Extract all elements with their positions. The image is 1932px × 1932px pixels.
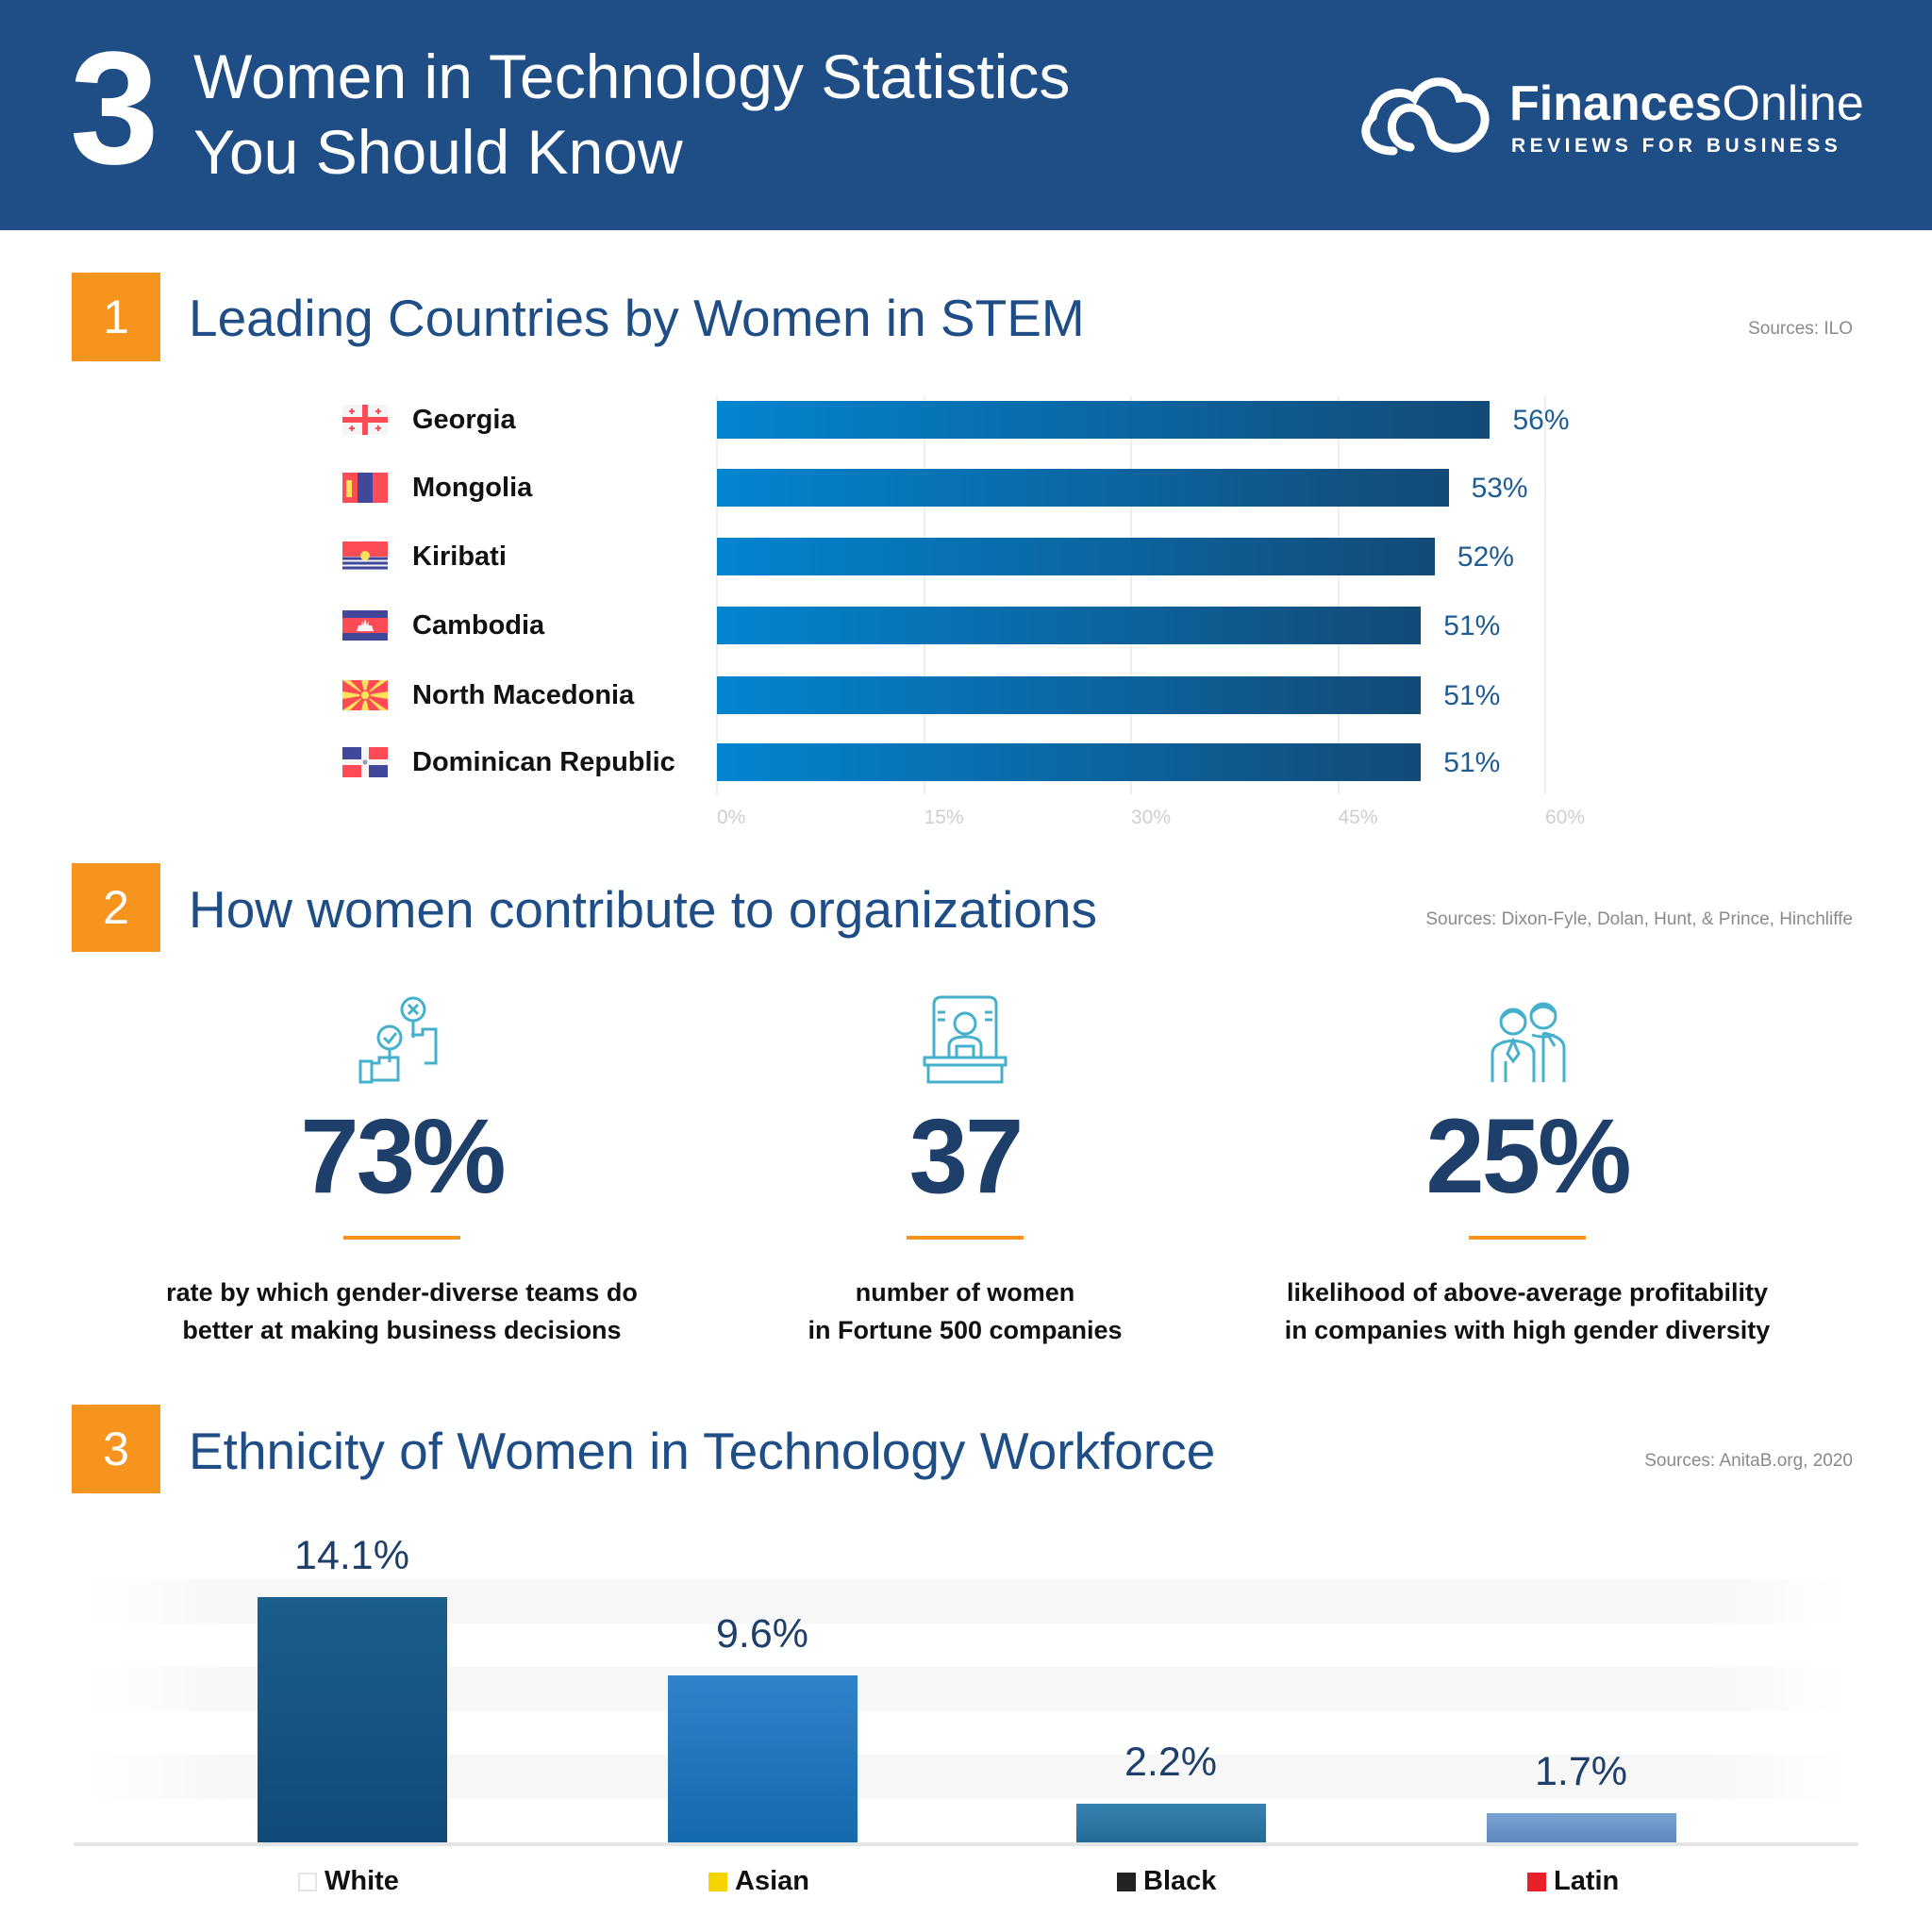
header-banner [0, 0, 1932, 230]
dominican-republic-flag-icon [342, 747, 388, 777]
legend-label: Black [1143, 1866, 1217, 1896]
x-tick-label: 15% [924, 807, 964, 828]
stat-divider [907, 1236, 1024, 1240]
logo-wordmark: FinancesOnline [1509, 76, 1864, 131]
gridline [1544, 396, 1546, 794]
legend-item: Asian [708, 1866, 809, 1897]
section3-title: Ethnicity of Women in Technology Workfor… [189, 1422, 1216, 1480]
value-label: 51% [1443, 747, 1501, 778]
section1-badge: 1 [72, 273, 160, 361]
bar [717, 401, 1491, 439]
cloud-logo-icon [1361, 77, 1490, 156]
gridline [716, 396, 718, 794]
bar-row: Georgia 56% [0, 399, 1932, 441]
stat-description-line1: likelihood of above-average profitabilit… [1286, 1278, 1769, 1307]
value-label: 1.7% [1534, 1748, 1627, 1794]
country-label: North Macedonia [412, 680, 635, 710]
x-tick-label: 30% [1131, 807, 1172, 828]
woman-at-podium-icon [923, 995, 1008, 1084]
value-label: 14.1% [294, 1533, 409, 1578]
bar-row: Kiribati 52% [0, 536, 1932, 577]
bar [668, 1674, 858, 1842]
kiribati-flag-icon [342, 541, 388, 572]
bar-row: Mongolia 53% [0, 467, 1932, 508]
header-title-line1: Women in Technology Statistics [193, 42, 1071, 111]
stat-description-line2: in companies with high gender diversity [1284, 1316, 1771, 1344]
bar [717, 607, 1422, 644]
gridline [1337, 396, 1340, 794]
stat-value: 37 [908, 1097, 1024, 1215]
section1-sources: Sources: ILO [1748, 319, 1853, 339]
country-label: Dominican Republic [412, 747, 675, 777]
bar-row: Dominican Republic 51% [0, 741, 1932, 783]
logo-tagline: REVIEWS FOR BUSINESS [1511, 135, 1842, 157]
value-label: 51% [1443, 610, 1501, 641]
stat-description-line2: in Fortune 500 companies [808, 1316, 1123, 1344]
mongolia-flag-icon [342, 473, 388, 503]
legend-item: Latin [1527, 1866, 1619, 1897]
value-label: 9.6% [715, 1610, 808, 1657]
north-macedonia-flag-icon [342, 680, 388, 710]
stat-value: 73% [300, 1097, 506, 1215]
bar [717, 743, 1422, 781]
x-tick-label: 0% [717, 807, 746, 828]
gridline [1130, 396, 1132, 794]
gridline [923, 396, 925, 794]
stat-block: 25% likelihood of above-average profitabi… [1263, 1104, 1791, 1349]
cambodia-flag-icon [342, 610, 388, 641]
country-label: Kiribati [412, 541, 507, 572]
legend-swatch [1117, 1872, 1136, 1891]
section1-title: Leading Countries by Women in STEM [189, 289, 1085, 347]
stat-divider [1469, 1236, 1586, 1240]
section2-sources: Sources: Dixon-Fyle, Dolan, Hunt, & Prin… [1425, 909, 1853, 929]
legend-label: Latin [1554, 1866, 1620, 1896]
stem-countries-chart: 0% 15% 30% 45% 60% Georgia 56% Mongolia 53% Kirib… [0, 0, 1932, 849]
business-people-icon [1491, 1002, 1566, 1082]
country-label: Cambodia [412, 610, 545, 641]
stat-description-line1: rate by which gender-diverse teams do [166, 1278, 638, 1307]
value-label: 53% [1471, 473, 1528, 504]
stat-description-line2: better at making business decisions [182, 1316, 622, 1344]
legend-item: White [298, 1866, 399, 1897]
section3-sources: Sources: AnitaB.org, 2020 [1644, 1451, 1853, 1471]
section2-badge: 2 [72, 863, 160, 952]
bar [1487, 1812, 1676, 1842]
georgia-flag-icon [342, 405, 388, 435]
x-tick-label: 45% [1338, 807, 1378, 828]
bar-row: Cambodia 51% [0, 605, 1932, 646]
stat-block: 37 number of women in Fortune 500 companie… [701, 1104, 1229, 1349]
section2-title: How women contribute to organizations [189, 880, 1098, 939]
legend-label: White [325, 1866, 399, 1896]
legend-swatch [298, 1872, 317, 1891]
stat-divider [343, 1236, 460, 1240]
legend-label: Asian [735, 1866, 809, 1896]
legend-swatch [708, 1872, 727, 1891]
header-title-line2: You Should Know [193, 117, 683, 187]
bar-row: North Macedonia 51% [0, 675, 1932, 716]
stat-description-line1: number of women [855, 1278, 1075, 1307]
value-label: 2.2% [1124, 1740, 1217, 1786]
chart-baseline [74, 1842, 1858, 1846]
stat-block: 73% rate by which gender-diverse teams do… [138, 1104, 666, 1349]
value-label: 51% [1443, 680, 1501, 711]
x-tick-label: 60% [1545, 807, 1586, 828]
legend-item: Black [1117, 1866, 1216, 1897]
bar [258, 1597, 447, 1842]
bar [717, 676, 1422, 714]
voting-hands-icon [358, 996, 438, 1084]
country-label: Mongolia [412, 473, 533, 503]
bar [717, 538, 1435, 575]
country-label: Georgia [412, 405, 516, 435]
bar [1076, 1804, 1266, 1842]
section3-badge: 3 [72, 1405, 160, 1493]
header-number: 3 [70, 19, 159, 198]
value-label: 56% [1512, 405, 1570, 436]
value-label: 52% [1457, 541, 1514, 573]
stat-value: 25% [1425, 1097, 1631, 1215]
bar [717, 469, 1449, 507]
legend-swatch [1527, 1872, 1546, 1891]
